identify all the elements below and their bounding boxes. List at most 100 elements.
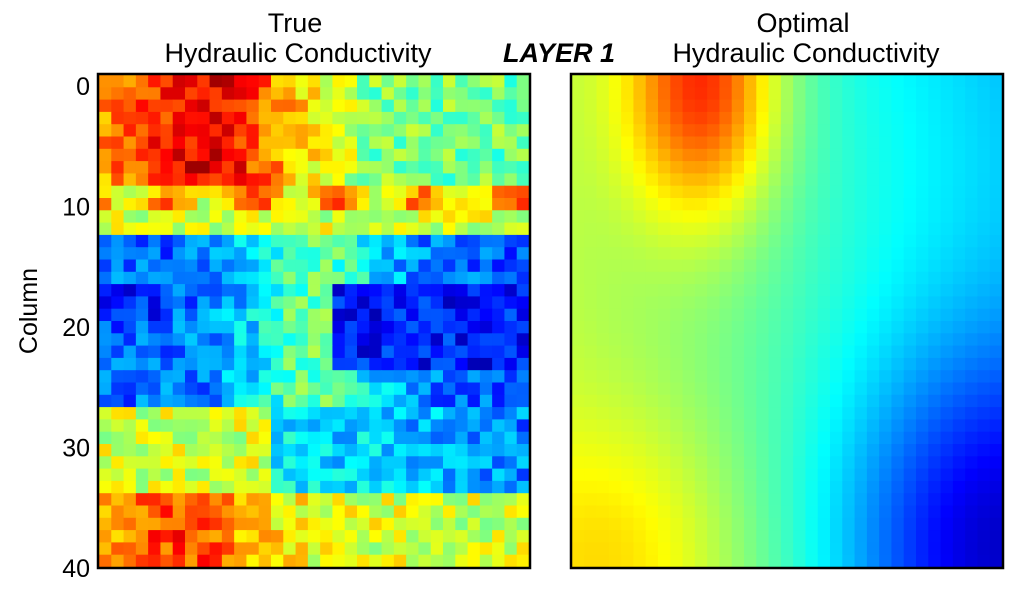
heatmap-cell — [234, 382, 248, 396]
heatmap-cell — [694, 394, 708, 408]
heatmap-cell — [805, 419, 819, 433]
heatmap-cell — [952, 296, 966, 310]
heatmap-cell — [621, 234, 635, 248]
heatmap-cell — [443, 554, 456, 568]
heatmap-cell — [430, 173, 444, 187]
heatmap-cell — [608, 480, 622, 494]
heatmap-cell — [584, 382, 598, 396]
heatmap-cell — [111, 173, 125, 187]
heatmap-cell — [682, 345, 696, 359]
heatmap-cell — [246, 136, 260, 150]
heatmap-cell — [393, 173, 407, 187]
heatmap-cell — [645, 148, 659, 162]
heatmap-cell — [572, 75, 585, 88]
heatmap-cell — [99, 517, 112, 531]
heatmap-cell — [160, 284, 174, 297]
heatmap-cell — [940, 542, 954, 556]
heatmap-cell — [369, 198, 383, 211]
heatmap-cell — [633, 136, 647, 150]
heatmap-cell — [172, 247, 186, 261]
heatmap-cell — [682, 517, 696, 531]
heatmap-cell — [160, 136, 174, 150]
heatmap-cell — [295, 542, 309, 556]
heatmap-cell — [516, 382, 530, 396]
heatmap-cell — [123, 444, 137, 457]
heatmap-cell — [891, 284, 905, 297]
heatmap-cell — [940, 480, 954, 494]
heatmap-cell — [430, 419, 444, 433]
heatmap-cell — [258, 185, 272, 199]
heatmap-cell — [903, 333, 917, 347]
heatmap-cell — [879, 394, 893, 408]
heatmap-cell — [854, 124, 868, 138]
heatmap-cell — [492, 357, 506, 371]
heatmap-cell — [768, 75, 782, 88]
heatmap-cell — [443, 468, 456, 482]
heatmap-cell — [271, 554, 284, 568]
heatmap-cell — [234, 247, 248, 261]
heatmap-cell — [965, 111, 979, 125]
heatmap-cell — [658, 517, 671, 531]
heatmap-cell — [148, 284, 162, 297]
heatmap-cell — [393, 468, 407, 482]
heatmap-cell — [443, 308, 456, 322]
heatmap-cell — [670, 357, 684, 371]
heatmap-cell — [344, 382, 358, 396]
heatmap-cell — [756, 75, 770, 88]
heatmap-cell — [135, 431, 149, 445]
heatmap-cell — [271, 185, 284, 199]
heatmap-cell — [658, 247, 671, 261]
heatmap-cell — [295, 517, 309, 531]
heatmap-cell — [572, 87, 585, 101]
heatmap-cell — [658, 210, 671, 224]
heatmap-cell — [381, 185, 395, 199]
heatmap-cell — [903, 124, 917, 138]
heatmap-cell — [719, 407, 733, 420]
heatmap-cell — [780, 505, 794, 519]
heatmap-cell — [234, 480, 248, 494]
heatmap-cell — [940, 468, 954, 482]
heatmap-cell — [989, 493, 1003, 507]
heatmap-cell — [596, 345, 610, 359]
heatmap-cell — [172, 173, 186, 187]
heatmap-cell — [866, 345, 880, 359]
heatmap-cell — [234, 407, 248, 420]
heatmap-cell — [246, 111, 260, 125]
heatmap-cell — [197, 480, 211, 494]
heatmap-cell — [271, 517, 284, 531]
heatmap-cell — [344, 370, 358, 384]
heatmap-cell — [817, 124, 831, 138]
heatmap-cell — [295, 111, 309, 125]
heatmap-cell — [283, 382, 297, 396]
heatmap-cell — [780, 148, 794, 162]
heatmap-cell — [842, 333, 856, 347]
heatmap-cell — [307, 198, 321, 211]
right-title-line1: Optimal — [756, 8, 849, 38]
heatmap-cell — [596, 480, 610, 494]
heatmap-cell — [658, 419, 671, 433]
heatmap-cell — [940, 382, 954, 396]
heatmap-cell — [744, 87, 757, 101]
heatmap-cell — [707, 444, 721, 457]
heatmap-cell — [952, 161, 966, 174]
heatmap-cell — [965, 173, 979, 187]
heatmap-cell — [369, 505, 383, 519]
heatmap-cell — [842, 493, 856, 507]
heatmap-cell — [731, 296, 745, 310]
heatmap-cell — [221, 198, 235, 211]
heatmap-cell — [418, 75, 432, 88]
heatmap-cell — [965, 222, 979, 236]
heatmap-cell — [504, 210, 518, 224]
heatmap-cell — [879, 357, 893, 371]
heatmap-cell — [393, 530, 407, 543]
heatmap-cell — [891, 468, 905, 482]
heatmap-cell — [854, 345, 868, 359]
heatmap-cell — [780, 99, 794, 113]
heatmap-cell — [99, 542, 112, 556]
heatmap-cell — [780, 419, 794, 433]
heatmap-cell — [393, 456, 407, 470]
heatmap-cell — [369, 271, 383, 285]
heatmap-cell — [430, 284, 444, 297]
heatmap-cell — [621, 136, 635, 150]
heatmap-cell — [430, 247, 444, 261]
